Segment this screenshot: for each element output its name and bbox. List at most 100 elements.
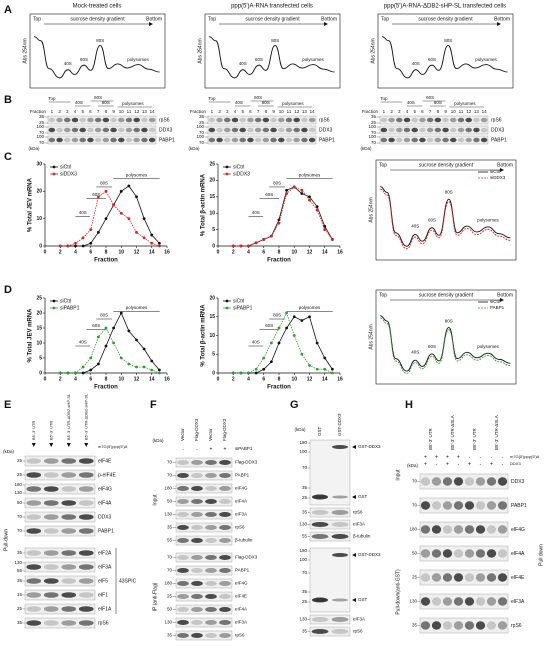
label: 40S [411,350,419,355]
kda-marker: 130 [164,512,172,517]
band [48,127,56,133]
fraction-number: 6 [421,109,424,114]
label: polysomes [475,57,497,62]
data-point [247,244,250,248]
band [486,477,497,486]
x-tick-label: 16 [164,249,170,255]
panel-label: F [150,399,157,411]
legend-label: siCtrl [490,299,500,304]
x-tick-label: 6 [89,376,92,382]
data-point [150,368,154,372]
band [102,137,110,143]
band-label: eIF3A [235,620,247,625]
x-tick-label: 4 [247,376,250,382]
band [94,117,102,123]
band [64,137,71,143]
band [191,593,203,600]
legend-label: siCtrl [233,164,244,170]
data-point [135,365,138,369]
band [61,620,77,626]
band [148,137,156,143]
legend-marker [52,299,56,303]
legend-marker [225,172,229,176]
band [43,578,59,584]
band [43,606,59,612]
band [426,117,434,123]
data-point [142,236,146,240]
data-point [58,244,62,248]
kda-marker: 70 [371,140,377,145]
label: Pull down [538,544,544,566]
legend-marker [225,165,229,169]
data-point [142,217,146,221]
x-tick-label: 0 [217,249,220,255]
data-point [142,365,146,369]
band [219,632,231,639]
y-tick-label: 0 [39,243,42,249]
band [61,550,77,556]
band [125,117,133,123]
band [411,137,418,143]
band [411,127,418,133]
band [118,127,125,133]
band-label: eIF3A [235,512,247,517]
label: polysomes [454,101,476,106]
band [419,117,426,123]
data-point [127,362,131,366]
band [332,495,348,499]
band [43,550,59,556]
label: 40S [64,61,72,66]
label: Fraction [30,109,47,114]
label: 40S [75,100,83,105]
band [43,620,59,626]
annotation: 40S [252,210,260,215]
kda-marker: 50 [412,551,418,556]
fraction-number: 14 [310,109,316,114]
kda-marker: 70 [302,570,308,575]
kda-marker: 25 [167,594,173,599]
band-label: PABP1 [235,568,250,573]
x-tick-label: 8 [278,376,281,382]
y-tick-label: 15 [209,314,215,320]
cap-arrow [49,443,54,447]
band [78,500,94,506]
band [177,567,189,574]
band-label: β-tubulin [235,538,253,543]
band-label: eIF4A [98,500,112,506]
band-label: rpS6 [511,623,522,629]
band [191,537,203,544]
panel-label: D [4,284,12,296]
band [450,127,457,133]
band [239,137,246,143]
label: Top [33,16,41,22]
band [278,117,285,123]
kda-marker: 70 [17,514,23,519]
band [26,550,42,556]
band [420,501,431,510]
kda-marker: 25 [17,606,23,611]
x-tick-label: 8 [105,249,108,255]
band-label: β-tubulin [353,534,371,539]
data-point [285,192,289,195]
kda-marker: 35 [167,525,173,530]
band [26,472,42,478]
lane-header: Flag-DDX3 [222,418,227,441]
band [177,524,189,531]
blot [47,135,157,145]
band [480,137,488,143]
kda-marker: 100 [36,124,44,129]
band [453,621,464,630]
band [332,598,348,602]
blot [207,115,317,125]
band [205,511,217,518]
sign: - [436,461,438,467]
band [442,477,453,486]
data-point [315,205,319,209]
band [118,137,125,143]
data-point [135,195,138,199]
band [43,472,59,478]
y-axis-title: % Total β-actin mRNA [201,304,207,367]
band [191,472,203,479]
annotation: 60S [92,192,100,197]
